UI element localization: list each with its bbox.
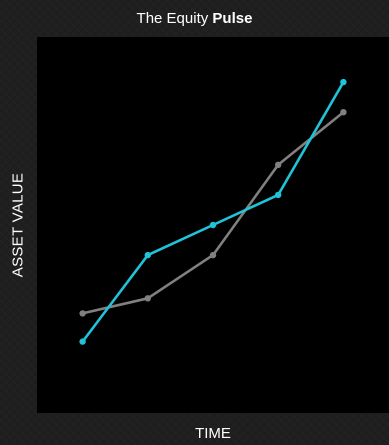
series-2-point-5: [340, 78, 347, 86]
series-1-point-1: [79, 310, 86, 317]
series-1-point-5: [340, 109, 347, 116]
line-chart: [79, 78, 347, 345]
series-1-line: [81, 110, 345, 315]
y-axis-label: ASSET VALUE: [9, 172, 27, 278]
chart-title-prefix: The Equity: [136, 10, 209, 27]
series-2-point-4: [275, 191, 282, 199]
plot-area: [37, 37, 389, 413]
series-2-line: [81, 80, 345, 343]
series-2-point-3: [209, 221, 217, 229]
series-1-point-3: [209, 251, 217, 259]
series-2-point-2: [144, 251, 151, 259]
x-axis-label: TIME: [195, 425, 231, 442]
series-2-point-1: [79, 338, 86, 345]
chart-title: The Equity Pulse: [0, 10, 389, 27]
chart-title-emphasis: Pulse: [212, 10, 253, 27]
series-1-point-4: [275, 161, 282, 168]
series-1-point-2: [144, 295, 151, 302]
